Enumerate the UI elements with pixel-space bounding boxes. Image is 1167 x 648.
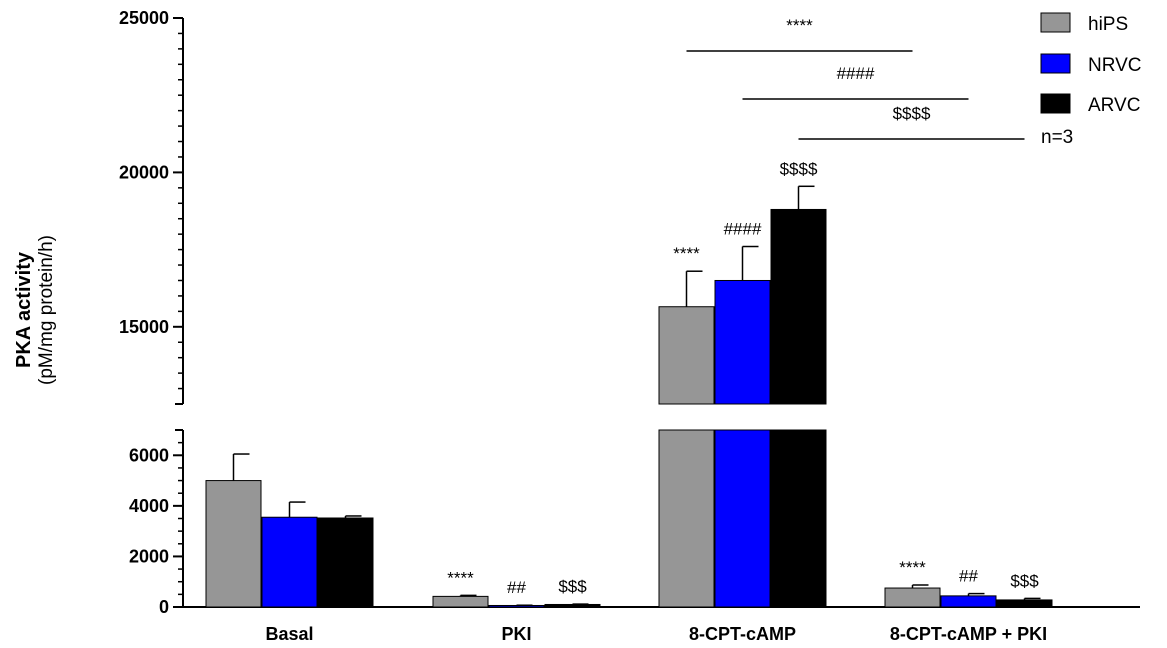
significance-label: **** bbox=[899, 558, 926, 577]
bar-nrvc-lower bbox=[714, 429, 771, 608]
bar-nrvc-upper bbox=[714, 279, 771, 405]
significance-label: ## bbox=[507, 578, 526, 597]
legend-label-hips: hiPS bbox=[1088, 14, 1128, 35]
x-category-label: Basal bbox=[265, 624, 313, 644]
y-axis-title: PKA activity (pM/mg protein/h) bbox=[13, 235, 57, 385]
significance-label: ## bbox=[959, 567, 978, 586]
bar-hips bbox=[884, 587, 941, 608]
sample-size-note: n=3 bbox=[1041, 127, 1073, 148]
legend-label-arvc: ARVC bbox=[1088, 95, 1140, 116]
x-category-label: PKI bbox=[501, 624, 531, 644]
significance-label: **** bbox=[447, 568, 474, 587]
comparison-label: #### bbox=[837, 64, 875, 83]
significance-label: #### bbox=[724, 220, 762, 239]
y-tick-label: 2000 bbox=[129, 546, 169, 566]
bar-arvc-upper bbox=[770, 208, 827, 405]
bar-nrvc bbox=[261, 516, 318, 608]
comparison-label: $$$$ bbox=[893, 104, 931, 123]
significance-label: $$$$ bbox=[780, 159, 818, 178]
legend-swatch-arvc bbox=[1040, 93, 1071, 114]
x-category-label: 8-CPT-cAMP bbox=[689, 624, 796, 644]
bars bbox=[205, 185, 1053, 608]
y-axis-unit: (pM/mg protein/h) bbox=[36, 235, 57, 385]
bar-hips bbox=[432, 595, 489, 608]
bar-nrvc bbox=[940, 595, 997, 608]
y-tick-label: 15000 bbox=[119, 317, 169, 337]
y-tick-label: 0 bbox=[159, 597, 169, 617]
y-tick-label: 6000 bbox=[129, 445, 169, 465]
legend-swatch-nrvc bbox=[1040, 53, 1071, 74]
significance-marks: **** ## $$$ **** #### $$$$ **** ## $$$ **** #### $$… bbox=[447, 16, 1039, 597]
y-tick-label: 25000 bbox=[119, 8, 169, 28]
bar-arvc-lower bbox=[770, 429, 827, 608]
significance-label: $$$ bbox=[1010, 571, 1039, 590]
comparison-label: **** bbox=[786, 16, 813, 35]
significance-label: **** bbox=[673, 244, 700, 263]
significance-label: $$$ bbox=[558, 577, 587, 596]
x-category-label: 8-CPT-cAMP + PKI bbox=[890, 624, 1047, 644]
legend-label-nrvc: NRVC bbox=[1088, 55, 1142, 76]
bar-hips-upper bbox=[658, 306, 715, 405]
legend-swatch-hips bbox=[1040, 12, 1071, 33]
y-tick-label: 4000 bbox=[129, 496, 169, 516]
bar-arvc bbox=[317, 517, 374, 608]
legend: hiPS NRVC ARVC n=3 bbox=[1040, 12, 1142, 148]
category-labels: Basal PKI 8-CPT-cAMP 8-CPT-cAMP + PKI bbox=[265, 624, 1047, 644]
bar-arvc bbox=[544, 603, 601, 608]
y-tick-label: 20000 bbox=[119, 162, 169, 182]
bar-arvc bbox=[996, 599, 1053, 608]
y-axis-label: PKA activity bbox=[13, 251, 35, 368]
bar-hips-lower bbox=[658, 429, 715, 608]
bar-hips bbox=[205, 480, 262, 608]
